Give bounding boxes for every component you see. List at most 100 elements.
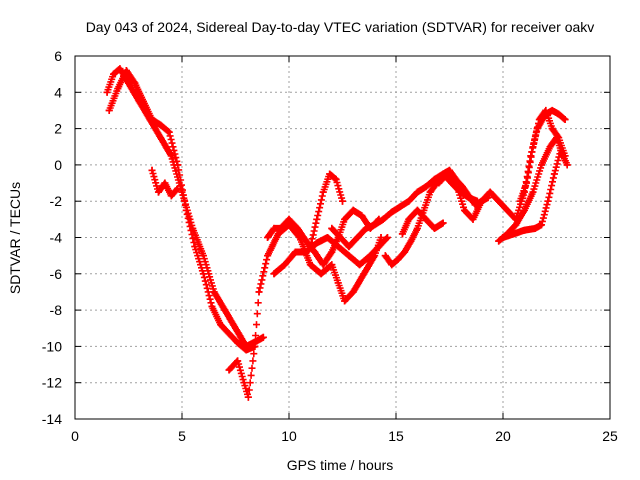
data-point (486, 188, 494, 196)
data-point (563, 161, 571, 169)
data-point (561, 152, 569, 160)
data-point (503, 206, 511, 214)
data-point (341, 297, 349, 305)
data-point (161, 179, 169, 187)
data-point (167, 192, 175, 200)
y-tick-label: -4 (50, 230, 63, 246)
data-point (217, 321, 225, 329)
data-point (358, 212, 366, 220)
data-point (339, 197, 346, 205)
data-point (379, 215, 387, 223)
data-point (420, 206, 428, 214)
data-point (405, 215, 413, 223)
data-point (401, 248, 409, 256)
series-sat-n (516, 106, 569, 205)
data-point (319, 188, 327, 196)
data-point (531, 224, 539, 232)
data-point (443, 170, 451, 178)
data-point (255, 288, 263, 296)
data-point (555, 134, 563, 142)
data-point (548, 106, 556, 114)
data-point (234, 357, 242, 365)
y-axis-label: SDTVAR / TECUs (7, 182, 23, 294)
data-point (167, 152, 175, 160)
data-point (362, 224, 370, 232)
data-point (174, 161, 182, 169)
data-point (349, 206, 357, 214)
series-sat-e (264, 206, 383, 269)
data-point (396, 203, 404, 211)
data-point (234, 339, 242, 347)
data-point (259, 333, 267, 341)
data-point (413, 224, 421, 232)
data-point (291, 248, 299, 256)
data-point (398, 230, 406, 238)
data-point (276, 224, 284, 232)
data-point (311, 248, 319, 256)
data-point (270, 270, 278, 278)
data-point (523, 179, 531, 187)
data-point (538, 221, 546, 229)
data-point (225, 366, 233, 374)
x-tick-label: 25 (602, 428, 618, 444)
data-point (225, 330, 233, 338)
data-point (353, 234, 361, 241)
data-point (520, 206, 528, 214)
series-sat-f (270, 234, 391, 278)
data-point (460, 206, 468, 214)
data-point (240, 379, 248, 387)
data-point (529, 143, 537, 151)
data-point (360, 270, 368, 278)
data-point (319, 261, 327, 269)
data-point (306, 261, 314, 269)
data-point (341, 215, 349, 223)
y-tick-label: 6 (54, 48, 62, 64)
data-point (345, 243, 353, 251)
data-point (469, 215, 477, 223)
y-tick-label: -10 (42, 338, 62, 354)
data-point (499, 234, 507, 241)
data-point (253, 337, 261, 345)
x-axis-label: GPS time / hours (287, 457, 394, 473)
data-point (422, 215, 430, 223)
data-point (512, 221, 520, 229)
data-point (548, 125, 556, 133)
data-point (285, 215, 293, 223)
data-point (328, 224, 336, 232)
x-tick-label: 20 (495, 428, 511, 444)
y-tick-label: -6 (50, 266, 63, 282)
data-point (542, 106, 550, 114)
data-point (148, 166, 156, 174)
data-point (394, 255, 402, 263)
data-point (550, 170, 558, 178)
data-point (131, 79, 139, 87)
data-point (264, 234, 272, 241)
data-point (110, 70, 118, 78)
data-point (407, 237, 415, 245)
data-point (413, 188, 421, 196)
y-tick-label: -12 (42, 375, 62, 391)
data-point (334, 243, 342, 251)
series-sat-c (148, 166, 182, 200)
data-point (495, 237, 503, 245)
data-point (114, 85, 122, 93)
data-point (302, 237, 310, 245)
data-point (349, 288, 357, 296)
series-sat-g (306, 170, 346, 251)
data-point (306, 243, 314, 251)
data-point (538, 161, 546, 169)
y-tick-label: 2 (54, 121, 62, 137)
data-point (122, 67, 130, 75)
data-point (345, 252, 353, 260)
data-point (116, 65, 124, 73)
data-series (103, 65, 571, 401)
data-point (324, 234, 332, 241)
x-tick-label: 15 (388, 428, 404, 444)
data-point (546, 143, 554, 151)
data-point (210, 288, 218, 296)
data-point (328, 261, 336, 269)
data-point (328, 248, 336, 256)
data-point (148, 116, 156, 124)
data-point (208, 302, 216, 310)
